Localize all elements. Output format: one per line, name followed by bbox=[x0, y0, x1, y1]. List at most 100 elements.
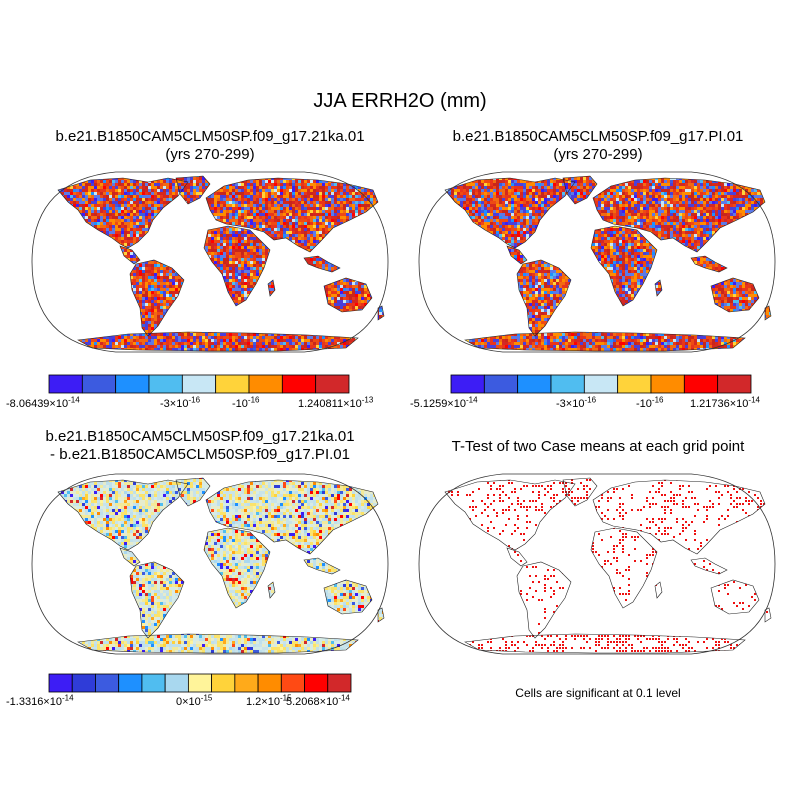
colorbar-box bbox=[187, 673, 213, 693]
coastline-madagascar bbox=[267, 279, 276, 297]
colorbar-box bbox=[304, 673, 329, 693]
coastline-sa bbox=[129, 259, 185, 337]
colorbar-box bbox=[211, 673, 236, 693]
colorbar-tick-label: 5.2068×10-14 bbox=[286, 694, 350, 708]
panel-title-21ka-line2: (yrs 270-299) bbox=[30, 146, 390, 164]
coastlines bbox=[57, 175, 385, 352]
colorbar-difference bbox=[48, 673, 352, 693]
coastline-australia bbox=[710, 277, 760, 313]
colorbar-box bbox=[181, 374, 217, 394]
colorbar-tick-label: 1.21736×10-14 bbox=[690, 396, 760, 410]
colorbar-box bbox=[248, 374, 283, 394]
coastline-ca bbox=[119, 245, 141, 265]
coastline-eurasia bbox=[205, 177, 379, 253]
coastline-antarctica bbox=[77, 331, 359, 352]
panel-title-21ka: b.e21.B1850CAM5CLM50SP.f09_g17.21ka.01 (… bbox=[30, 128, 390, 164]
coastline-na bbox=[444, 479, 576, 551]
land-field bbox=[445, 176, 771, 351]
coastline-eurasia bbox=[592, 479, 766, 555]
colorbar-box bbox=[48, 374, 83, 394]
coastline-ca bbox=[506, 245, 528, 265]
coastline-nz bbox=[764, 607, 772, 623]
coastline-madagascar bbox=[654, 279, 663, 297]
map-frame bbox=[418, 171, 776, 353]
coastline-australia bbox=[710, 579, 760, 615]
panel-title-21ka-line1: b.e21.B1850CAM5CLM50SP.f09_g17.21ka.01 bbox=[30, 128, 390, 146]
colorbar-tick-label: 1.240811×10-13 bbox=[298, 396, 373, 410]
map-ttest-significance bbox=[418, 473, 776, 655]
colorbar-box bbox=[517, 374, 552, 394]
coastline-na bbox=[57, 177, 189, 249]
coastline-africa bbox=[203, 527, 271, 609]
colorbar-21ka bbox=[48, 374, 350, 394]
colorbar-box bbox=[164, 673, 189, 693]
colorbar-box bbox=[683, 374, 719, 394]
coastline-eurasia bbox=[592, 177, 766, 253]
colorbar-box bbox=[257, 673, 282, 693]
coastline-africa bbox=[203, 225, 271, 307]
map-pi bbox=[418, 171, 776, 353]
colorbar-box bbox=[148, 374, 183, 394]
coastline-na bbox=[444, 177, 576, 249]
colorbar-box bbox=[327, 673, 352, 693]
colorbar-box bbox=[280, 673, 305, 693]
colorbar-box bbox=[215, 374, 250, 394]
coastline-indo bbox=[303, 557, 341, 575]
colorbar-box bbox=[617, 374, 652, 394]
coastline-sa bbox=[516, 259, 572, 337]
coastline-antarctica bbox=[77, 633, 359, 654]
colorbar-tick-label: 1.2×10-15 bbox=[246, 694, 292, 708]
map-frame bbox=[418, 473, 776, 655]
coastlines bbox=[444, 477, 772, 654]
colorbar-tick-label: -3×10-16 bbox=[160, 396, 200, 410]
colorbar-box bbox=[650, 374, 685, 394]
colorbar-box bbox=[48, 673, 73, 693]
coastline-indo bbox=[690, 255, 728, 273]
coastline-antarctica bbox=[464, 633, 746, 654]
coastlines bbox=[444, 175, 772, 352]
map-difference bbox=[31, 473, 389, 655]
colorbar-box bbox=[71, 673, 96, 693]
colorbar-tick-label: -1.3316×10-14 bbox=[6, 694, 74, 708]
colorbar-tick-label: -10-16 bbox=[636, 396, 663, 410]
coastline-indo bbox=[690, 557, 728, 575]
colorbar-box bbox=[81, 374, 117, 394]
coastline-sa bbox=[516, 561, 572, 639]
colorbar-box bbox=[717, 374, 752, 394]
colorbar-tick-label: -10-16 bbox=[232, 396, 259, 410]
coastline-sa bbox=[129, 561, 185, 639]
coastline-australia bbox=[323, 277, 373, 313]
coastlines bbox=[57, 477, 385, 654]
colorbar-pi bbox=[450, 374, 752, 394]
coastline-ca bbox=[119, 547, 141, 567]
coastline-nz bbox=[764, 305, 772, 321]
panel-title-diff-line1: b.e21.B1850CAM5CLM50SP.f09_g17.21ka.01 bbox=[20, 428, 380, 446]
colorbar-box bbox=[583, 374, 619, 394]
coastline-greenland bbox=[175, 175, 211, 205]
colorbar-box bbox=[550, 374, 585, 394]
colorbar-tick-label: 0×10-15 bbox=[176, 694, 212, 708]
colorbar-box bbox=[281, 374, 317, 394]
significance-footnote: Cells are significant at 0.1 level bbox=[418, 686, 778, 700]
colorbar-box bbox=[118, 673, 143, 693]
coastline-nz bbox=[377, 607, 385, 623]
land-field bbox=[58, 176, 384, 351]
panel-title-diff-line2: - b.e21.B1850CAM5CLM50SP.f09_g17.PI.01 bbox=[20, 446, 380, 464]
coastline-na bbox=[57, 479, 189, 551]
coastline-ca bbox=[506, 547, 528, 567]
coastline-australia bbox=[323, 579, 373, 615]
colorbar-box bbox=[450, 374, 485, 394]
coastline-africa bbox=[590, 527, 658, 609]
coastline-greenland bbox=[562, 477, 598, 507]
panel-title-diff: b.e21.B1850CAM5CLM50SP.f09_g17.21ka.01 -… bbox=[20, 428, 380, 464]
coastline-indo bbox=[303, 255, 341, 273]
colorbar-tick-label: -8.06439×10-14 bbox=[6, 396, 80, 410]
coastline-eurasia bbox=[205, 479, 379, 555]
map-21ka bbox=[31, 171, 389, 353]
coastline-madagascar bbox=[654, 581, 663, 599]
map-frame bbox=[31, 473, 389, 655]
colorbar-tick-label: -3×10-16 bbox=[556, 396, 596, 410]
colorbar-box bbox=[315, 374, 350, 394]
colorbar-box bbox=[141, 673, 166, 693]
coastline-greenland bbox=[562, 175, 598, 205]
